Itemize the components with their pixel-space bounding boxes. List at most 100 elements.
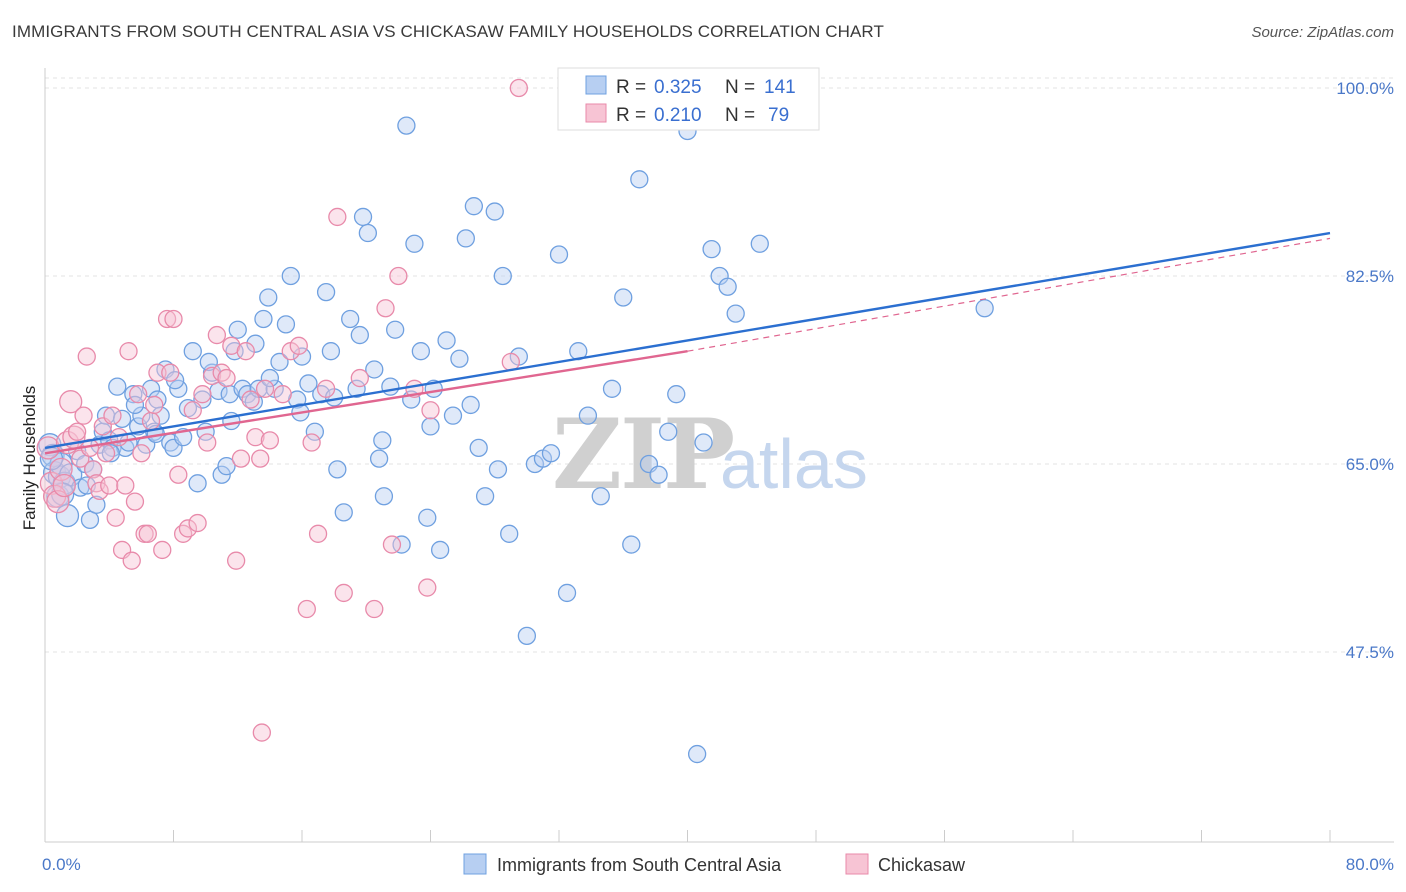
point-1-31 [138,524,157,543]
point-0-117 [718,277,737,296]
bottom-legend-label-blue: Immigrants from South Central Asia [497,855,782,875]
point-0-83 [430,540,450,560]
point-1-7 [59,390,83,414]
y-axis-label: Family Households [20,386,39,531]
legend-n-value-1: 141 [764,77,796,98]
point-0-48 [228,320,247,339]
point-0-45 [217,456,236,476]
point-0-44 [212,465,231,484]
point-1-68 [350,368,369,388]
point-0-73 [369,449,389,468]
watermark-atlas: atlas [720,425,868,503]
point-0-98 [541,444,561,463]
point-1-74 [421,401,440,420]
point-1-71 [382,535,402,554]
point-1-49 [217,368,236,388]
point-0-58 [281,266,300,286]
point-1-36 [157,309,177,329]
point-1-32 [141,411,161,431]
point-1-21 [106,508,125,527]
trend-line-pink-extension [687,237,1331,352]
point-0-69 [347,379,366,398]
chart-title: IMMIGRANTS FROM SOUTH CENTRAL ASIA VS CH… [12,22,884,41]
point-0-87 [456,229,475,248]
point-0-100 [557,583,577,603]
legend-n-label-2: N = [725,105,755,126]
point-0-140 [488,460,508,479]
point-1-46 [202,366,222,386]
point-1-18 [96,444,116,463]
y-tick-labels: 47.5% 65.0% 82.5% 100.0% [1336,79,1394,662]
point-1-65 [316,379,336,398]
point-1-19 [100,476,119,495]
legend-r-value-2: 0.210 [654,105,702,126]
legend-r-label-2: R = [616,105,646,126]
point-0-105 [614,288,633,307]
point-0-86 [450,349,469,368]
y-tick-label-2: 82.5% [1346,267,1394,286]
top-legend: R = 0.325 N = 141 R = 0.210 N = 79 [557,67,820,131]
point-1-5 [52,473,76,498]
point-1-42 [183,401,202,420]
trend-line-pink [44,350,688,455]
point-0-120 [750,234,769,253]
point-1-58 [260,431,280,450]
point-0-79 [405,234,424,253]
point-1-38 [164,309,183,329]
point-0-91 [485,202,504,221]
point-0-107 [630,170,649,189]
point-0-139 [461,395,480,415]
y-tick-label-0: 47.5% [1346,643,1394,662]
point-0-93 [500,524,519,543]
point-0-26 [132,406,151,425]
point-1-56 [251,449,270,468]
point-1-70 [376,299,395,318]
legend-r-label-1: R = [616,77,646,98]
point-0-72 [365,360,384,379]
point-0-85 [443,406,463,425]
legend-r-value-1: 0.325 [654,77,702,98]
point-0-39 [188,474,207,493]
point-1-72 [389,266,408,286]
bottom-legend-swatch-blue [463,853,487,875]
point-0-77 [392,535,411,554]
point-0-99 [549,245,569,264]
point-0-102 [578,406,598,425]
point-0-115 [702,239,721,259]
bottom-legend-label-pink: Chickasaw [878,855,966,875]
point-1-76 [418,578,437,597]
point-0-104 [602,379,622,398]
point-0-84 [437,331,456,350]
x-tick-max: 80.0% [1346,855,1394,874]
point-0-57 [276,315,296,334]
point-1-45 [198,433,217,452]
x-tick-min: 0.0% [42,855,81,874]
point-1-66 [328,207,347,227]
point-0-95 [517,626,537,646]
point-1-9 [67,422,87,441]
point-1-33 [145,395,164,415]
point-0-131 [246,334,265,353]
point-1-43 [188,513,207,533]
point-0-121 [975,299,994,318]
watermark-zip: ZIP [552,398,733,511]
point-0-89 [469,438,488,458]
point-0-132 [260,368,280,388]
point-0-80 [411,342,431,361]
point-0-67 [334,503,353,522]
legend-swatch-blue [585,75,607,95]
point-1-57 [255,379,275,398]
trend-lines [44,231,1331,455]
point-0-68 [341,309,360,329]
point-0-71 [358,223,378,243]
point-0-109 [649,465,668,484]
point-0-81 [418,508,437,527]
point-0-92 [493,266,512,286]
trend-line-blue [44,231,1331,450]
point-0-61 [299,374,318,393]
point-0-76 [386,320,405,339]
point-0-54 [259,288,278,307]
point-1-51 [226,551,246,570]
point-0-111 [667,385,686,404]
